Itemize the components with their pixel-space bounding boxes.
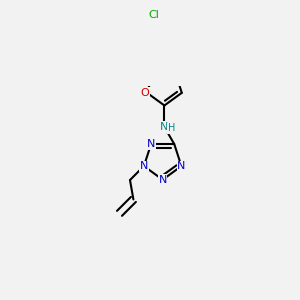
Text: H: H — [168, 123, 175, 134]
Text: Cl: Cl — [148, 10, 159, 20]
Text: N: N — [140, 161, 148, 171]
Text: O: O — [140, 88, 149, 98]
Text: N: N — [158, 175, 167, 185]
Text: N: N — [177, 161, 186, 171]
Text: N: N — [147, 139, 155, 149]
Text: N: N — [160, 122, 169, 132]
